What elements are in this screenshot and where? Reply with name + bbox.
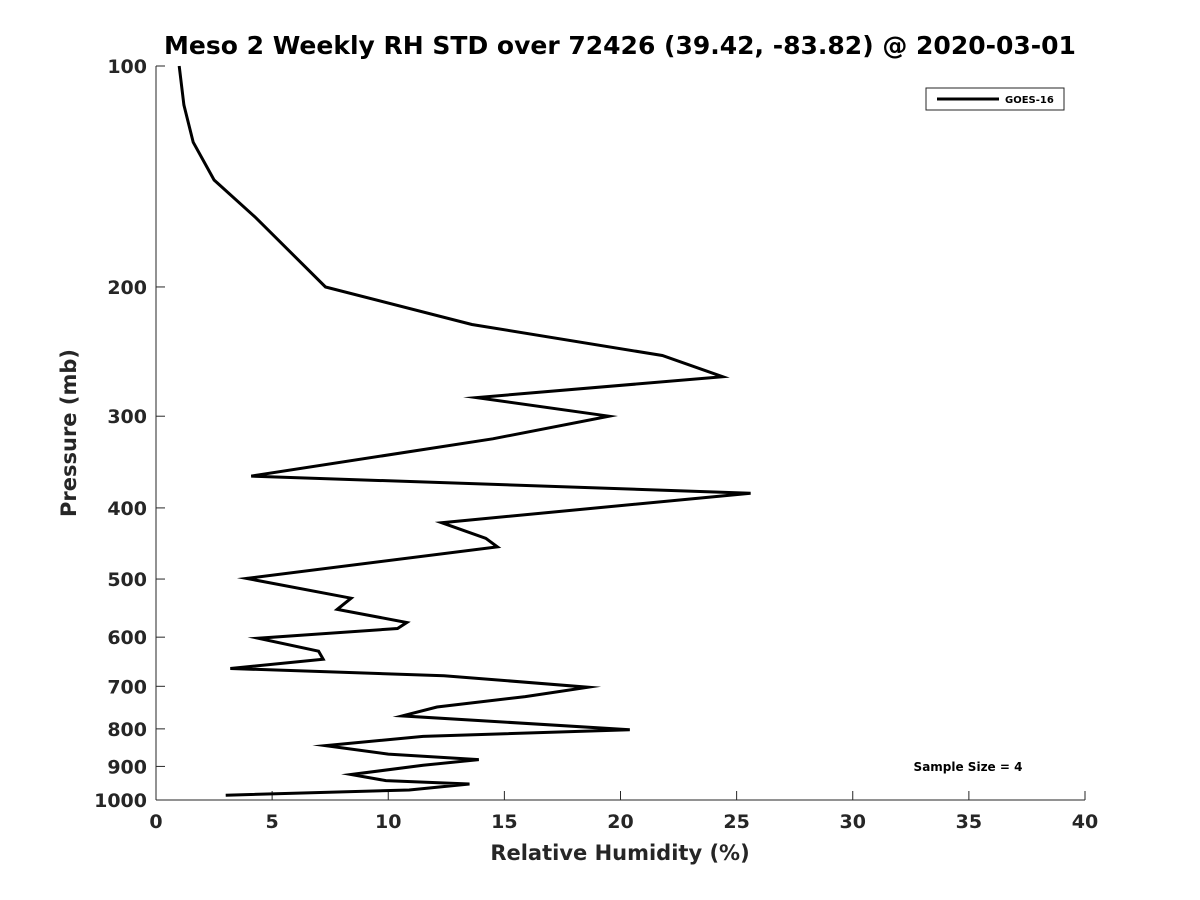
x-tick-label-1: 5 (266, 811, 279, 833)
y-tick-label-8: 900 (107, 756, 147, 778)
x-axis-label: Relative Humidity (%) (490, 841, 749, 865)
axes: 0 5 10 15 20 25 30 35 40 100 200 300 400 500 600 700 800… (94, 56, 1098, 833)
x-tick-label-2: 10 (375, 811, 401, 833)
y-tick-label-1: 200 (107, 277, 147, 299)
y-tick-label-7: 800 (107, 719, 147, 741)
y-tick-label-5: 600 (107, 627, 147, 649)
y-tick-label-2: 300 (107, 406, 147, 428)
chart-title: Meso 2 Weekly RH STD over 72426 (39.42, … (164, 31, 1076, 60)
y-tick-label-3: 400 (107, 498, 147, 520)
y-tick-label-4: 500 (107, 569, 147, 591)
sample-size-annotation: Sample Size = 4 (914, 760, 1023, 774)
x-tick-label-5: 25 (723, 811, 749, 833)
x-tick-label-8: 40 (1072, 811, 1098, 833)
legend-label-0: GOES-16 (1005, 95, 1054, 106)
y-tick-label-6: 700 (107, 676, 147, 698)
y-axis-label: Pressure (mb) (57, 349, 81, 517)
series-line-0 (177, 65, 751, 797)
legend: GOES-16 (925, 87, 1065, 111)
x-tick-label-3: 15 (491, 811, 517, 833)
x-tick-label-7: 35 (956, 811, 982, 833)
x-tick-label-4: 20 (607, 811, 633, 833)
x-tick-label-0: 0 (149, 811, 162, 833)
y-tick-label-9: 1000 (94, 790, 147, 812)
y-tick-label-0: 100 (107, 56, 147, 78)
x-tick-label-6: 30 (840, 811, 866, 833)
plot-area (177, 65, 751, 797)
